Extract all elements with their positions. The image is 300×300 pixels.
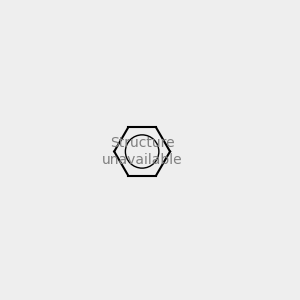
Text: Structure
unavailable: Structure unavailable <box>102 136 182 166</box>
